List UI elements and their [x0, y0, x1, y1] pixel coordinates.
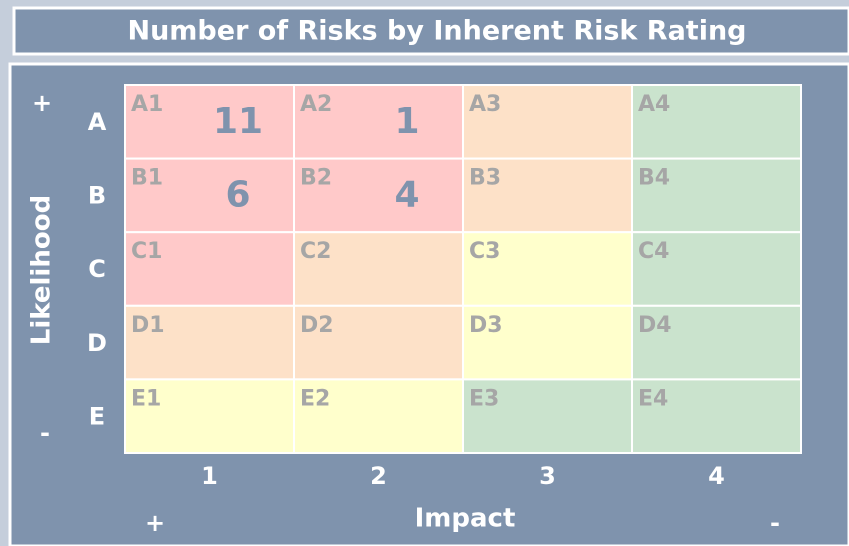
cell-label: B3	[469, 166, 501, 191]
cell-label: C3	[469, 239, 500, 264]
x-axis-label: Impact	[415, 504, 516, 534]
column-label: 2	[370, 462, 387, 490]
cell-label: E4	[638, 386, 668, 411]
cell	[293, 231, 464, 307]
column-label: 1	[201, 462, 218, 490]
column-label: 3	[539, 462, 556, 490]
x-high: +	[145, 509, 165, 537]
cell	[462, 378, 633, 454]
row-label: C	[88, 255, 106, 283]
cell-label: D3	[469, 313, 503, 338]
row-label: E	[89, 402, 105, 430]
cell-label: B4	[638, 166, 670, 191]
cell	[631, 84, 802, 160]
cell-label: E2	[300, 386, 330, 411]
cell-label: E3	[469, 386, 499, 411]
cell-value: 1	[394, 101, 419, 142]
cell	[124, 304, 295, 381]
cell	[462, 304, 633, 381]
cell-value: 11	[213, 101, 263, 142]
cell-label: A1	[131, 92, 163, 117]
cell-label: C1	[131, 239, 162, 264]
cell-label: C4	[638, 239, 669, 264]
y-high: +	[32, 89, 52, 117]
chart-title: Number of Risks by Inherent Risk Rating	[127, 16, 746, 47]
cell	[124, 84, 295, 160]
cell-label: D2	[300, 313, 334, 338]
cell-value: 6	[225, 175, 250, 216]
cell-label: A2	[300, 92, 332, 117]
cell-label: A3	[469, 92, 501, 117]
x-low: -	[770, 509, 780, 537]
cell	[293, 304, 464, 381]
cell	[631, 378, 802, 454]
cell-label: A4	[638, 92, 670, 117]
cell-label: D1	[131, 313, 165, 338]
y-low: -	[40, 419, 50, 447]
cell-value: 4	[394, 175, 419, 216]
cell-label: B1	[131, 166, 163, 191]
cell-label: E1	[131, 386, 161, 411]
row-label: A	[88, 108, 107, 136]
y-axis-label: Likelihood	[27, 195, 57, 345]
row-label: B	[88, 182, 106, 210]
cell	[293, 378, 464, 454]
cell	[631, 231, 802, 307]
row-label: D	[87, 329, 107, 357]
title-bar	[12, 6, 849, 56]
cell	[124, 157, 295, 234]
cell-label: C2	[300, 239, 331, 264]
cell	[631, 304, 802, 381]
cell	[293, 84, 464, 160]
cell-label: D4	[638, 313, 672, 338]
column-label: 4	[708, 462, 725, 490]
cell-label: B2	[300, 166, 332, 191]
cell	[124, 231, 295, 307]
